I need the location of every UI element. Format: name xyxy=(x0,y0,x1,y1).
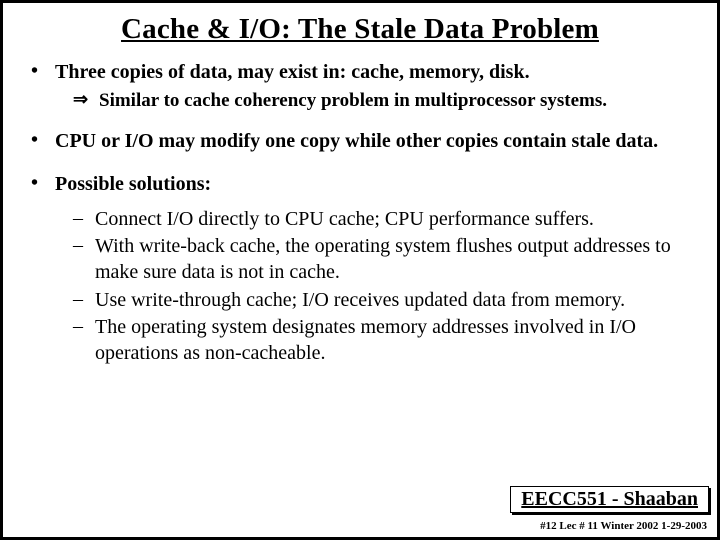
dash-icon: – xyxy=(73,288,95,314)
bullet-dot: • xyxy=(27,172,55,197)
sub-2-text: With write-back cache, the operating sys… xyxy=(95,234,693,285)
sub-1-text: Connect I/O directly to CPU cache; CPU p… xyxy=(95,207,693,233)
bullet-2-text: CPU or I/O may modify one copy while oth… xyxy=(55,129,693,154)
sub-3: – Use write-through cache; I/O receives … xyxy=(73,288,693,314)
footer-course-box: EECC551 - Shaaban xyxy=(510,486,709,513)
sub-4: – The operating system designates memory… xyxy=(73,315,693,366)
bullet-1-text: Three copies of data, may exist in: cach… xyxy=(55,60,693,85)
bullet-1-sub-text: Similar to cache coherency problem in mu… xyxy=(99,89,693,113)
dash-icon: – xyxy=(73,207,95,233)
bullet-dot: • xyxy=(27,60,55,85)
sub-2: – With write-back cache, the operating s… xyxy=(73,234,693,285)
bullet-3: • Possible solutions: xyxy=(27,172,693,197)
bullet-dot: • xyxy=(27,129,55,154)
dash-icon: – xyxy=(73,234,95,285)
slide-frame: Cache & I/O: The Stale Data Problem • Th… xyxy=(0,0,720,540)
footer-meta-line: #12 Lec # 11 Winter 2002 1-29-2003 xyxy=(540,520,707,532)
sub-1: – Connect I/O directly to CPU cache; CPU… xyxy=(73,207,693,233)
sub-4-text: The operating system designates memory a… xyxy=(95,315,693,366)
slide-title: Cache & I/O: The Stale Data Problem xyxy=(27,13,693,46)
bullet-1: • Three copies of data, may exist in: ca… xyxy=(27,60,693,85)
dash-icon: – xyxy=(73,315,95,366)
bullet-1-sub: ⇒ Similar to cache coherency problem in … xyxy=(73,89,693,113)
sub-3-text: Use write-through cache; I/O receives up… xyxy=(95,288,693,314)
arrow-icon: ⇒ xyxy=(73,89,99,113)
spacer xyxy=(27,158,693,172)
bullet-3-text: Possible solutions: xyxy=(55,172,693,197)
bullet-2: • CPU or I/O may modify one copy while o… xyxy=(27,129,693,154)
